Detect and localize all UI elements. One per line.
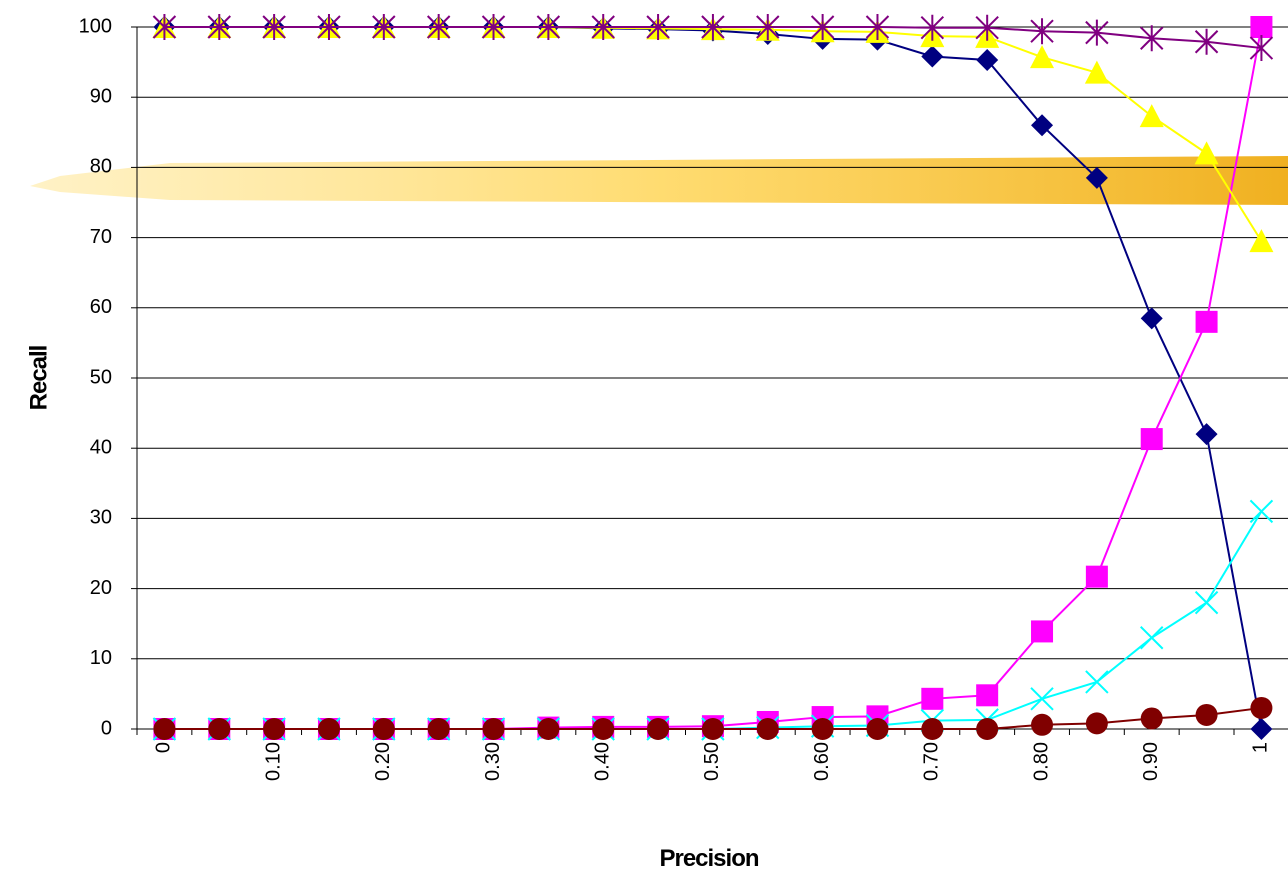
x-axis-title: Precision — [659, 845, 758, 872]
marker — [152, 14, 177, 40]
marker — [1139, 104, 1164, 128]
marker — [536, 14, 561, 40]
marker — [1250, 718, 1273, 740]
x-tick-label: 0.80 — [1030, 742, 1052, 781]
marker — [756, 14, 780, 40]
marker — [1085, 712, 1108, 735]
marker — [1250, 696, 1273, 719]
y-tick-label: 100 — [79, 15, 112, 37]
marker — [1140, 707, 1163, 730]
marker — [1140, 25, 1164, 52]
marker — [1249, 35, 1274, 62]
marker — [811, 718, 834, 740]
y-tick-label: 0 — [101, 717, 112, 739]
marker — [372, 14, 396, 40]
marker — [1031, 620, 1054, 643]
marker — [481, 14, 506, 40]
series-line — [164, 510, 1263, 730]
marker — [1030, 18, 1054, 45]
x-tick-label: 1 — [1250, 742, 1272, 753]
marker — [701, 14, 725, 40]
marker — [1195, 310, 1218, 333]
marker — [591, 14, 615, 40]
marker — [1085, 166, 1108, 189]
marker — [1030, 45, 1055, 69]
marker — [1030, 687, 1054, 711]
y-tick-label: 30 — [90, 507, 112, 529]
y-tick-label: 90 — [90, 85, 112, 107]
marker — [810, 14, 835, 40]
marker — [976, 48, 999, 71]
marker — [372, 718, 395, 740]
decoration-band — [30, 156, 1288, 205]
marker — [1031, 713, 1054, 736]
marker — [756, 718, 779, 740]
marker — [865, 14, 890, 40]
x-tick-label: 0.60 — [811, 742, 833, 781]
marker — [1195, 423, 1218, 446]
series-line — [164, 26, 1263, 242]
marker — [976, 684, 999, 707]
marker — [701, 718, 724, 740]
marker — [1249, 229, 1274, 253]
y-tick-label: 10 — [90, 647, 112, 669]
marker — [1195, 703, 1218, 726]
marker — [1140, 428, 1163, 451]
marker — [1194, 141, 1219, 165]
marker — [317, 718, 340, 740]
plot-area: 0 10 20 30 40 50 60 70 80 90 100 0 0.10 0.20 0.30 0.40 0… — [79, 14, 1288, 781]
marker — [426, 14, 451, 40]
marker — [921, 718, 944, 740]
marker — [208, 718, 231, 740]
marker — [1194, 28, 1219, 55]
marker — [1085, 19, 1109, 46]
marker — [317, 14, 341, 40]
marker — [1250, 16, 1273, 38]
marker — [921, 687, 944, 710]
marker — [482, 718, 505, 740]
marker — [975, 14, 999, 41]
marker — [592, 718, 615, 740]
marker — [1194, 590, 1219, 615]
y-tick-label: 40 — [90, 436, 112, 458]
marker — [920, 14, 945, 41]
marker — [921, 45, 944, 68]
x-tick-label: 0 — [153, 742, 175, 753]
y-tick-label: 80 — [90, 156, 112, 178]
y-axis-title: Recall — [25, 346, 52, 411]
marker — [1085, 565, 1108, 588]
y-tick-label: 50 — [90, 366, 112, 388]
x-tick-label: 0.20 — [372, 742, 394, 781]
marker — [1084, 60, 1109, 84]
marker — [1031, 114, 1054, 137]
marker — [1249, 499, 1274, 524]
x-tick-label: 0.30 — [482, 742, 504, 781]
marker — [263, 718, 286, 740]
marker — [537, 718, 560, 740]
marker — [1140, 626, 1164, 650]
marker — [647, 718, 670, 740]
marker — [866, 718, 889, 740]
marker — [1140, 307, 1163, 330]
marker — [262, 14, 286, 40]
marker — [1085, 670, 1109, 694]
marker — [207, 14, 231, 40]
y-tick-label: 70 — [90, 226, 112, 248]
x-tick-label: 0.10 — [262, 742, 284, 781]
marker — [427, 718, 450, 740]
marker — [153, 718, 176, 740]
marker — [646, 14, 670, 40]
y-tick-label: 20 — [90, 577, 112, 599]
x-tick-label: 0.90 — [1140, 742, 1162, 781]
x-tick-label: 0.70 — [921, 742, 943, 781]
x-tick-label: 0.50 — [701, 742, 723, 781]
marker — [976, 718, 999, 740]
x-tick-label: 0.40 — [592, 742, 614, 781]
y-tick-label: 60 — [90, 296, 112, 318]
